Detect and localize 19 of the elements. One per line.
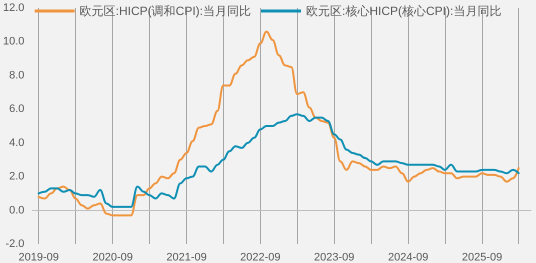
- x-tick-label: 2021-09: [166, 252, 207, 263]
- y-tick-label: 4.0: [9, 136, 24, 149]
- y-tick-label: 8.0: [9, 69, 24, 82]
- legend-label: 欧元区:核心HICP(核心CPI):当月同比: [306, 4, 502, 18]
- y-tick-label: 6.0: [9, 103, 24, 116]
- y-tick-label: 12.0: [2, 2, 24, 14]
- line-series: [38, 113, 520, 208]
- x-tick-label: 2025-09: [462, 252, 502, 263]
- x-tick-label: 2020-09: [92, 252, 133, 263]
- y-tick-label: 10.0: [2, 36, 24, 48]
- y-tick-label: 2.0: [9, 170, 24, 183]
- x-tick-label: 2023-09: [314, 252, 354, 263]
- y-tick-label: -2.0: [5, 238, 24, 250]
- x-tick-label: 2019-09: [18, 252, 59, 263]
- y-tick-label: 0.0: [9, 204, 24, 216]
- line-series: [38, 30, 520, 216]
- x-tick-label: 2022-09: [240, 252, 281, 263]
- legend-label: 欧元区:HICP(调和CPI):当月同比: [80, 4, 252, 18]
- x-tick-label: 2024-09: [388, 252, 428, 263]
